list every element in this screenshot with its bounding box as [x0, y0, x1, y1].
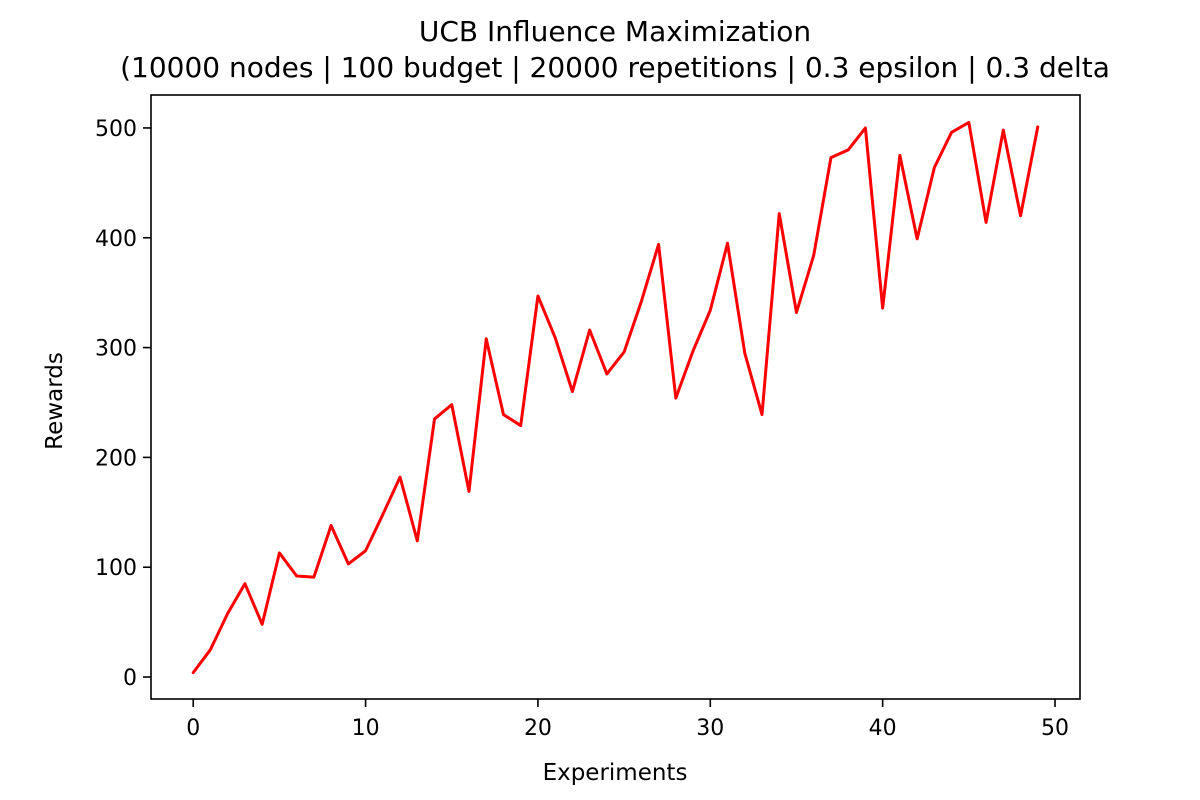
y-tick-label: 400: [95, 227, 137, 252]
x-tick-label: 10: [352, 716, 380, 741]
y-axis-label: Rewards: [42, 352, 68, 450]
x-axis-label: Experiments: [543, 760, 688, 786]
chart-title: UCB Influence Maximization: [419, 15, 811, 48]
x-tick-label: 40: [869, 716, 897, 741]
axes-frame: [150, 94, 1081, 700]
x-tick-label: 0: [186, 716, 200, 741]
chart-subtitle: (10000 nodes | 100 budget | 20000 repeti…: [120, 51, 1110, 84]
y-tick-label: 300: [95, 337, 137, 362]
y-tick-label: 0: [123, 666, 137, 691]
y-tick-label: 100: [95, 556, 137, 581]
x-tick-label: 50: [1041, 716, 1069, 741]
series-line-0: [191, 120, 1040, 675]
x-tick-label: 30: [696, 716, 724, 741]
x-tick-label: 20: [524, 716, 552, 741]
y-tick-label: 200: [95, 446, 137, 471]
y-tick-label: 500: [95, 117, 137, 142]
